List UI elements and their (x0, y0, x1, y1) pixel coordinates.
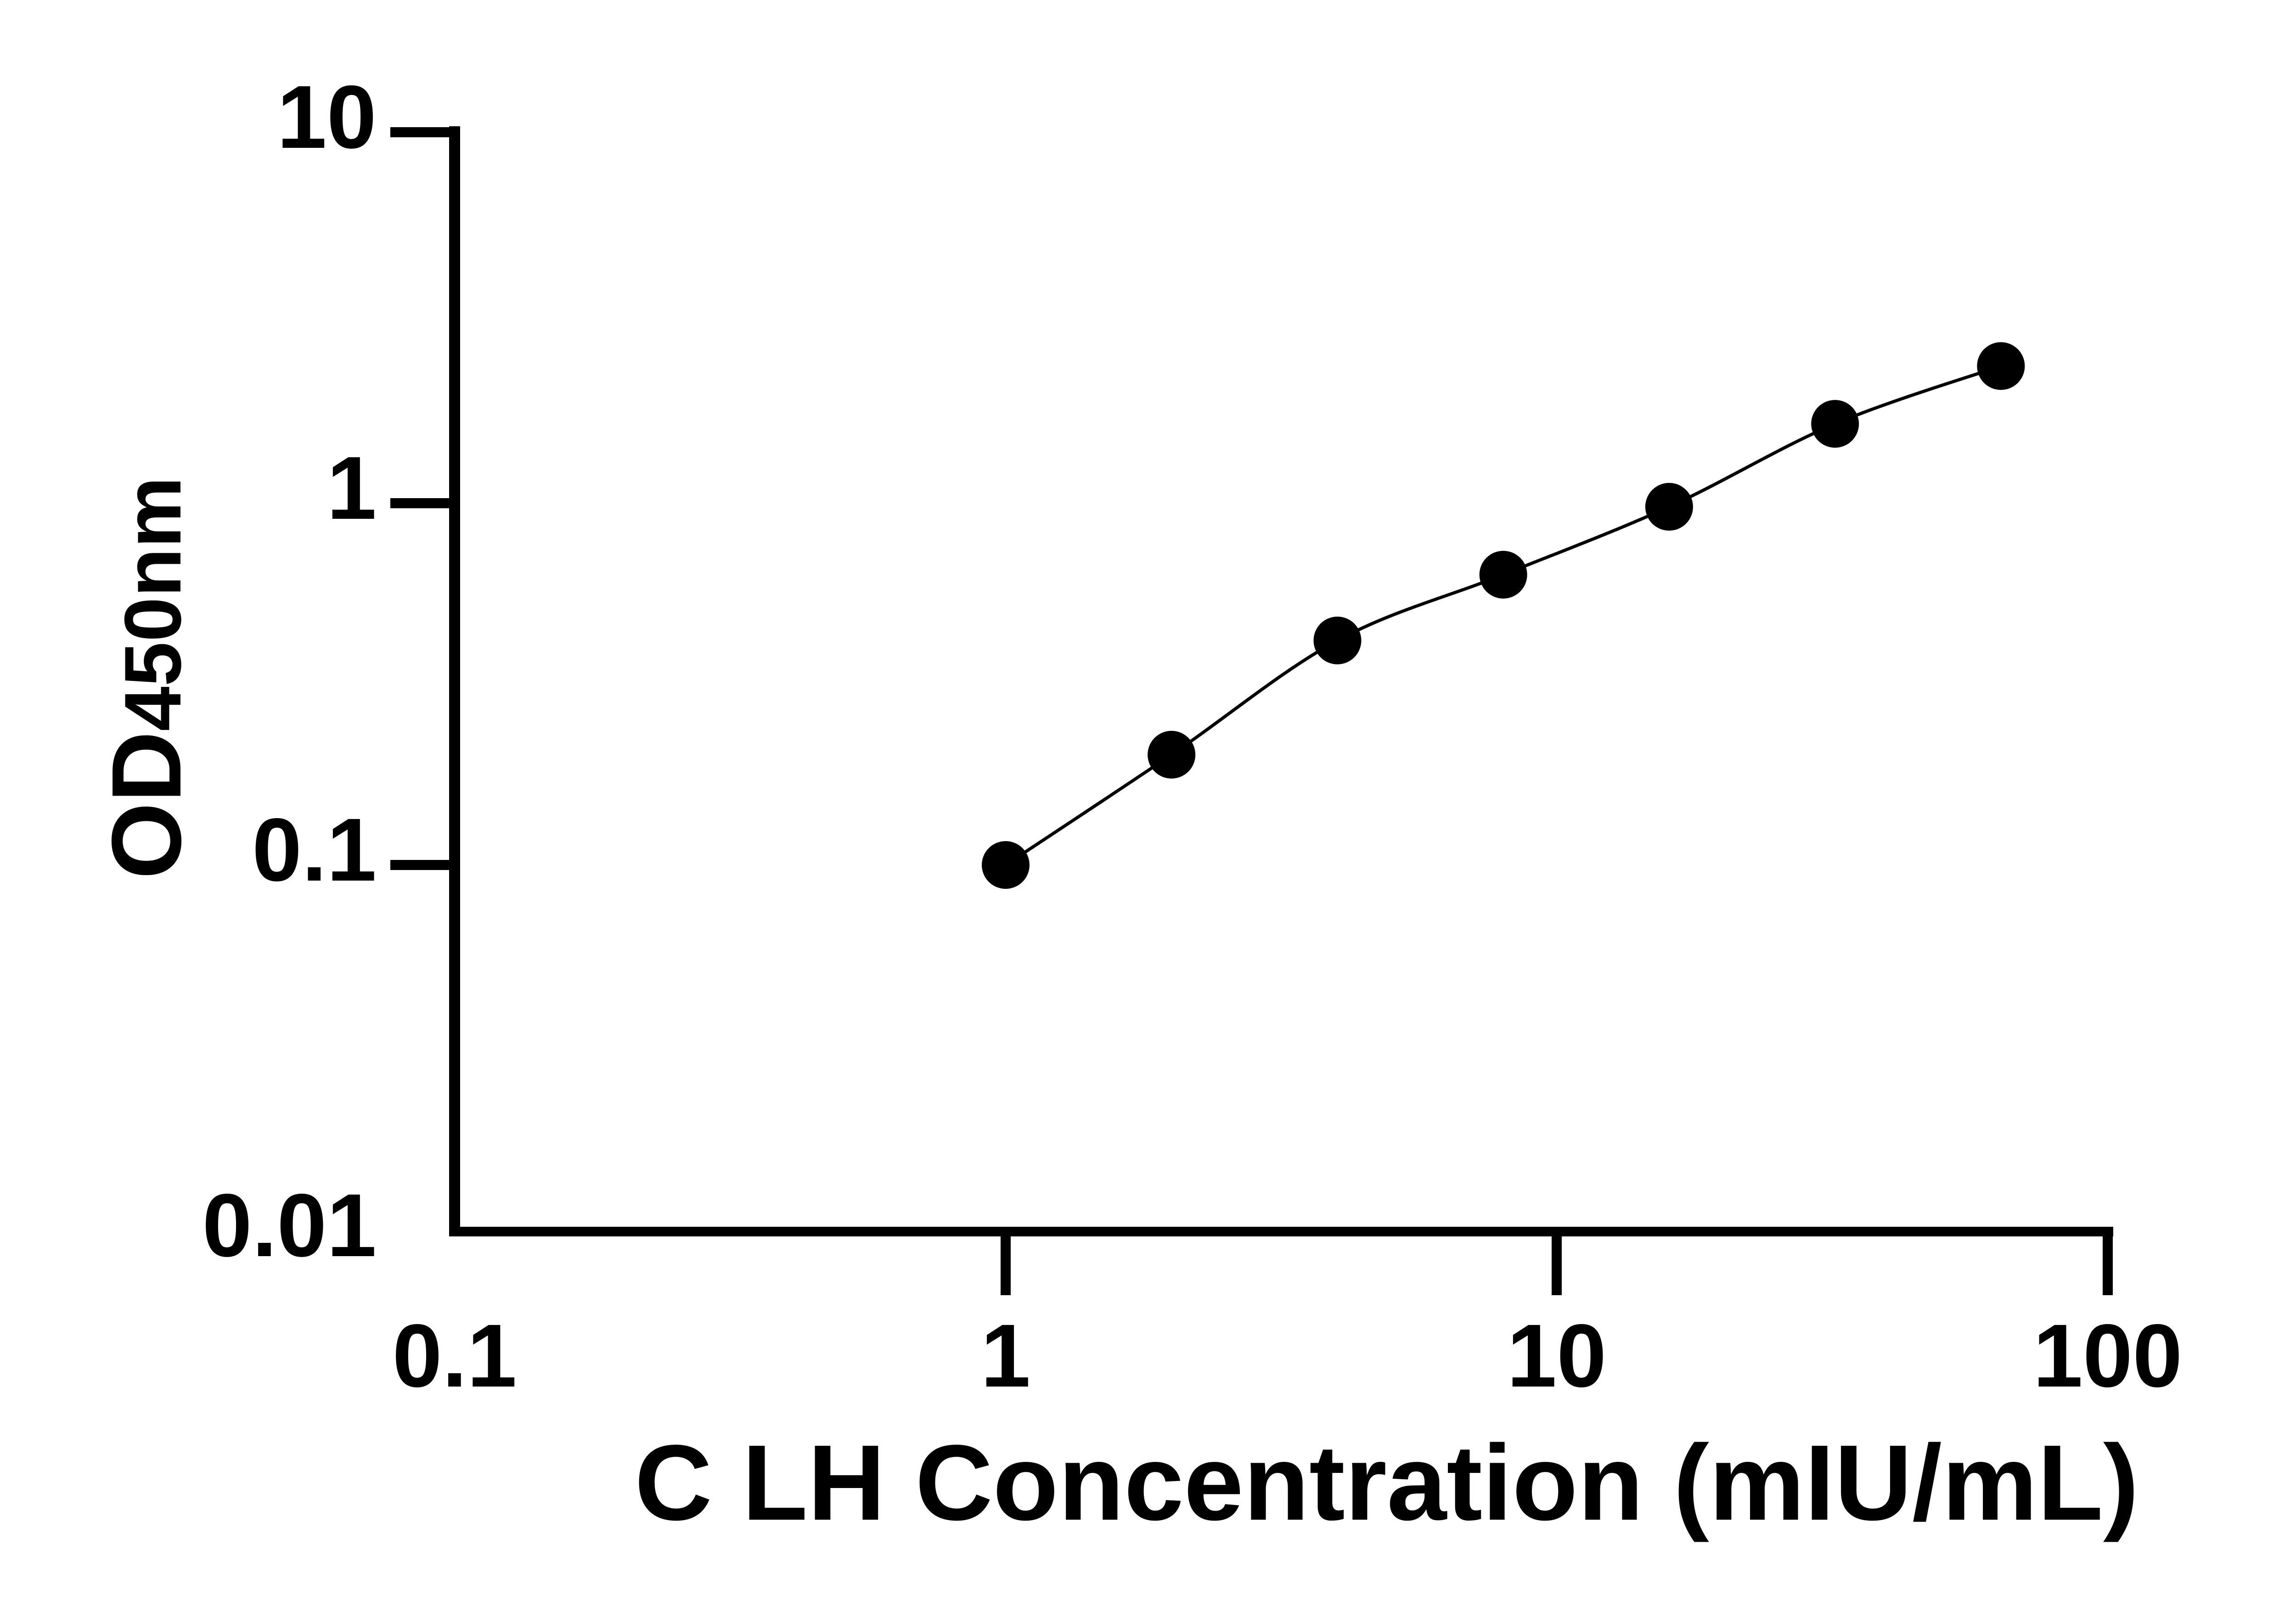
svg-text:10: 10 (1507, 1306, 1607, 1406)
svg-text:0.01: 0.01 (202, 1175, 377, 1275)
svg-text:1: 1 (981, 1306, 1030, 1406)
svg-text:0.1: 0.1 (252, 800, 377, 900)
svg-text:0.1: 0.1 (392, 1306, 517, 1406)
svg-text:1: 1 (327, 438, 377, 538)
svg-text:10: 10 (277, 67, 377, 167)
svg-text:C LH Concentration (mIU/mL): C LH Concentration (mIU/mL) (635, 1422, 2139, 1543)
svg-text:100: 100 (2033, 1306, 2182, 1406)
svg-text:OD450nm: OD450nm (91, 477, 202, 879)
